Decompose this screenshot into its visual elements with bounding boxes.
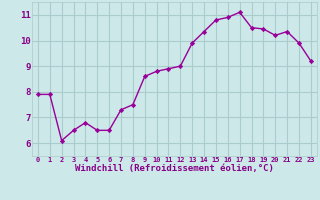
X-axis label: Windchill (Refroidissement éolien,°C): Windchill (Refroidissement éolien,°C): [75, 164, 274, 173]
